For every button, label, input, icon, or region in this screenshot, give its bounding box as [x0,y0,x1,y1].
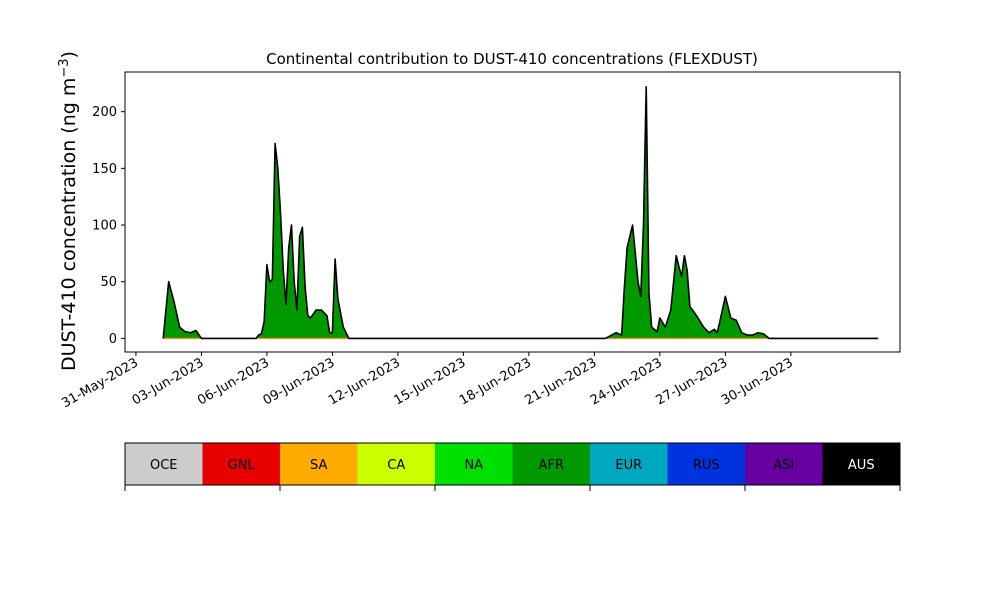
y-axis-label-close: ) [58,51,80,58]
legend-frame [124,442,901,486]
series-line-aus [162,85,879,340]
x-tick-label: 15-Jun-2023 [392,355,469,408]
y-tick-label: 150 [92,162,117,177]
x-tick-label: 12-Jun-2023 [326,355,403,408]
legend-label: RUS [693,458,720,473]
legend-label: GNL [228,458,256,473]
y-axis-label-main: DUST-410 concentration (ng m [58,78,80,371]
x-tick-label: 06-Jun-2023 [195,355,272,408]
legend-label: CA [387,458,405,473]
y-tick-label: 50 [100,275,117,290]
y-tick-label: 200 [92,105,117,120]
plot-area [162,85,879,340]
legend-swatch-oce [125,443,203,485]
chart-title: Continental contribution to DUST-410 con… [266,50,758,68]
x-tick-label: 24-Jun-2023 [588,355,665,408]
legend-label: AFR [539,458,564,473]
y-tick-label: 0 [109,332,117,347]
legend-swatch-gnl [202,443,281,485]
series-area-afr [163,86,879,339]
legend-swatch-asi [745,443,823,485]
x-tick-label: 03-Jun-2023 [130,355,207,408]
legend-swatch-aus [822,443,901,485]
x-tick-label: 30-Jun-2023 [719,355,796,408]
legend-swatch-afr [512,443,591,485]
legend-swatch-sa [280,443,358,485]
legend-label: AUS [848,458,875,473]
legend-label: ASI [773,458,794,473]
x-tick-label: 18-Jun-2023 [457,355,534,408]
legend-swatch-rus [667,443,746,485]
legend-swatch-ca [357,443,436,485]
legend-swatch-eur [590,443,668,485]
y-tick-label: 100 [92,219,117,234]
x-axis: 31-May-202303-Jun-202306-Jun-202309-Jun-… [59,352,796,411]
legend-swatch-na [435,443,513,485]
legend-colorbar: OCE GNL SA CA NA AFR EUR RUS ASI AUS [124,442,901,491]
x-tick-label: 09-Jun-2023 [261,355,338,408]
y-axis-label: DUST-410 concentration (ng m−3) [57,51,80,371]
axes-frame [124,71,901,353]
legend-label: OCE [150,458,178,473]
legend-label: SA [310,458,327,473]
x-tick-label: 27-Jun-2023 [654,355,731,408]
legend-label: NA [464,458,483,473]
y-axis-label-sup: −3 [57,58,72,77]
legend-label: EUR [615,458,642,473]
x-tick-label: 21-Jun-2023 [523,355,600,408]
y-axis: 0 50 100 150 200 [92,105,125,347]
